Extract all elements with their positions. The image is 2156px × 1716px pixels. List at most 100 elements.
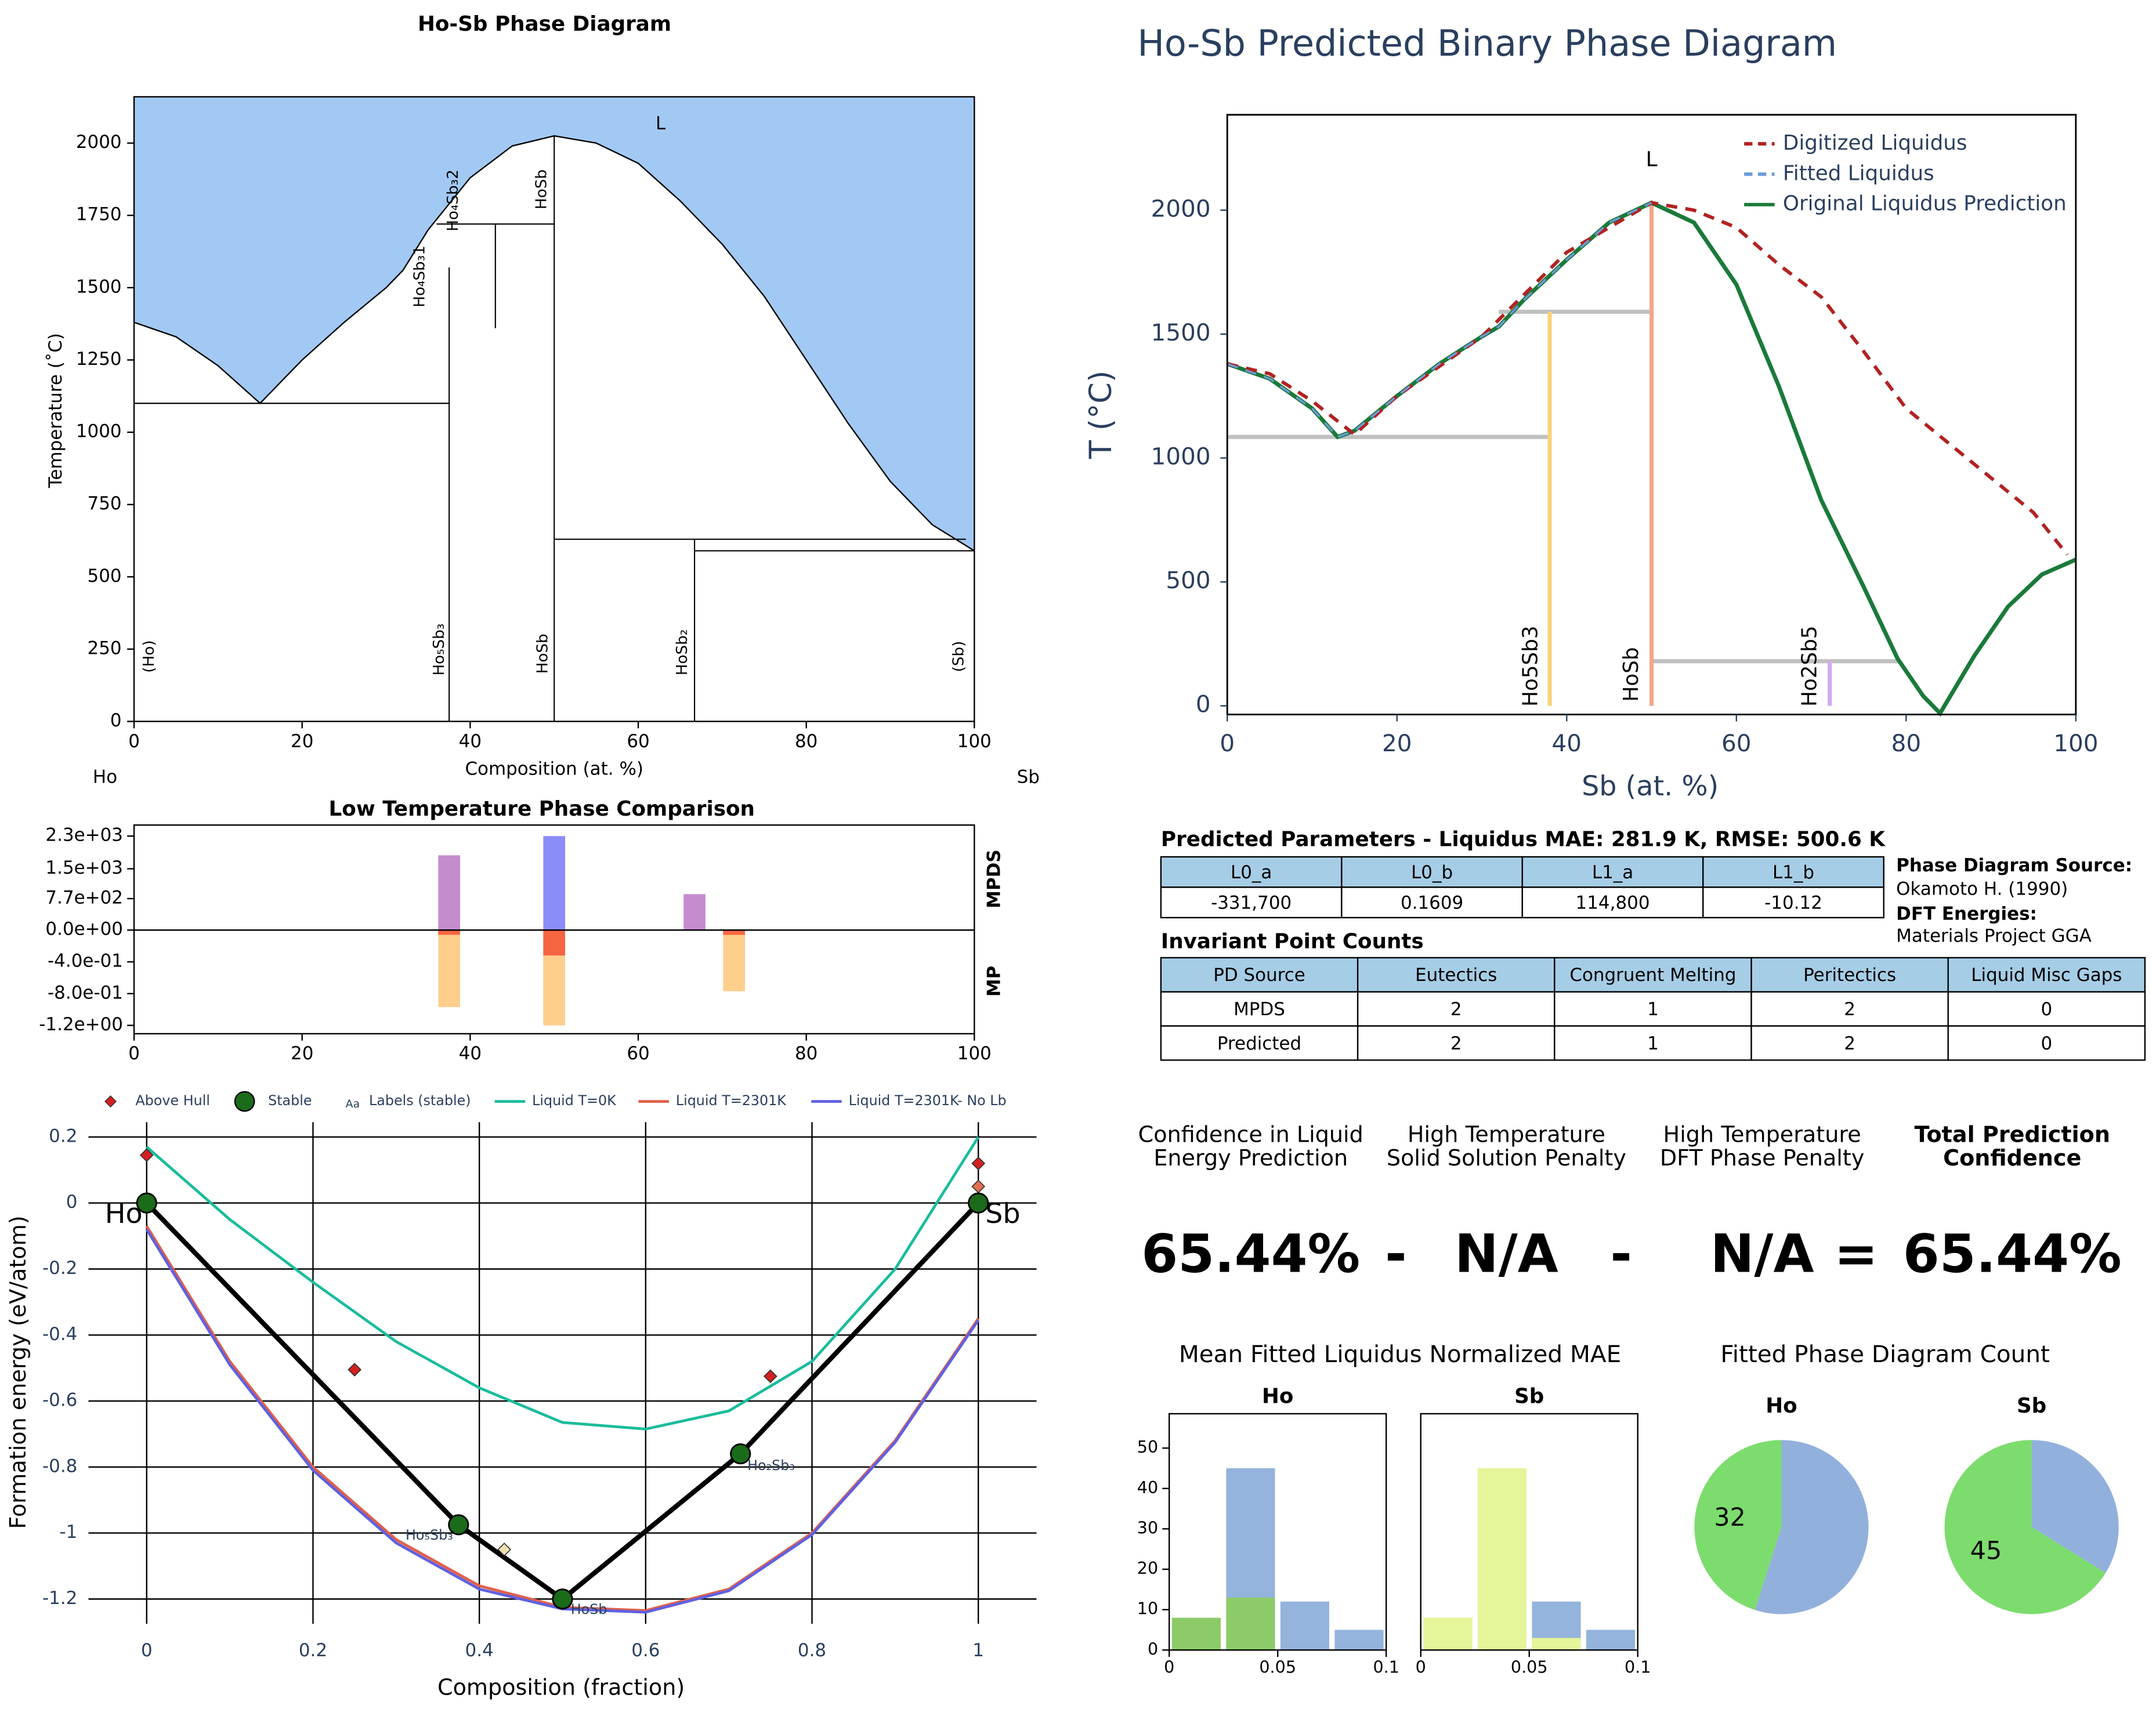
table-header-cell <box>1341 856 1524 888</box>
table-value: -10.12 <box>1764 892 1822 913</box>
table-title: Invariant Point Counts <box>1161 930 1424 954</box>
y-tick-label: 0 <box>110 710 122 731</box>
table-value: 1 <box>1647 999 1659 1020</box>
liquidus-line <box>1227 201 2069 556</box>
table-value: 0.1609 <box>1401 892 1463 913</box>
x-tick-label: 60 <box>627 731 649 752</box>
subplot-title: Ho <box>1262 1384 1293 1408</box>
hist-bar <box>1280 1601 1330 1650</box>
section-title: Fitted Phase Diagram Count <box>1720 1340 2049 1368</box>
legend-label: Liquid T=0K <box>532 1092 617 1109</box>
table-value: 2 <box>1844 999 1855 1020</box>
legend-swatch <box>234 1091 255 1112</box>
bar <box>438 855 460 931</box>
chart-title: Ho-Sb Phase Diagram <box>418 12 671 36</box>
table-value: MPDS <box>1233 999 1285 1020</box>
y-tick-label: 0 <box>1196 690 1211 718</box>
source-value: Okamoto H. (1990) <box>1896 879 2068 900</box>
subplot-title: Ho <box>1766 1394 1797 1418</box>
table-value: -331,700 <box>1211 892 1292 913</box>
y-tick-label: -8.0e-01 <box>48 982 123 1003</box>
table-header: Peritectics <box>1803 965 1896 986</box>
source-value: Materials Project GGA <box>1896 926 2092 947</box>
above-hull-point <box>763 1369 777 1384</box>
table-cell <box>1521 886 1704 919</box>
table-value: 2 <box>1450 999 1462 1020</box>
stable-label: Ho₂Sb₃ <box>747 1457 795 1474</box>
table-value: 0 <box>2041 1033 2052 1054</box>
above-hull-point <box>971 1156 986 1171</box>
confidence-value: N/A <box>1455 1224 1558 1285</box>
above-hull-point <box>971 1179 986 1194</box>
x-tick-label: 0.1 <box>1625 1657 1651 1677</box>
y-tick-label: 1500 <box>76 276 122 297</box>
y-tick-label: 0.0e+00 <box>45 919 123 940</box>
plot-frame <box>1420 1413 1638 1651</box>
table-header-cell <box>1750 957 1949 993</box>
x-tick-label: 100 <box>2053 729 2098 757</box>
confidence-label: Energy Prediction <box>1153 1145 1348 1171</box>
table-header-cell <box>1356 957 1555 993</box>
source-label: Phase Diagram Source: <box>1896 855 2132 876</box>
y-tick-label: 0.2 <box>49 1125 77 1146</box>
y-tick-label: -0.2 <box>42 1258 77 1279</box>
y-tick-label: -0.6 <box>42 1390 77 1411</box>
x-tick-label: 80 <box>795 1043 817 1064</box>
bar <box>438 930 460 1008</box>
pie-label: 45 <box>1970 1537 2002 1566</box>
stable-label: HoSb <box>571 1601 607 1617</box>
plot-frame <box>133 96 975 722</box>
liquidus-line <box>1227 201 1652 439</box>
legend-label: Liquid T=2301K <box>676 1092 787 1109</box>
plot-frame <box>1226 114 2077 716</box>
pie-label: 32 <box>1714 1503 1746 1532</box>
x-tick-label: 40 <box>459 1043 482 1064</box>
y-tick-label: -0.8 <box>42 1456 77 1476</box>
y-tick-label: 1000 <box>76 421 122 442</box>
x-tick-label: 0.2 <box>299 1640 327 1661</box>
x-tick-label: 80 <box>795 731 817 752</box>
table-cell <box>1554 1025 1752 1061</box>
x-tick-label: 40 <box>1552 729 1582 757</box>
table-value: 2 <box>1844 1033 1855 1054</box>
hist-bar <box>1226 1597 1275 1650</box>
x-axis-label: Sb (at. %) <box>1582 770 1719 802</box>
table-header-cell <box>1160 957 1359 993</box>
y-tick-label: 0 <box>66 1192 78 1212</box>
confidence-operator: - <box>1610 1224 1632 1285</box>
table-header: PD Source <box>1213 965 1305 986</box>
plot-frame <box>1169 1413 1387 1651</box>
legend-icon: Aa <box>346 1098 360 1110</box>
x-tick-label: 60 <box>1721 729 1752 757</box>
table-cell <box>1160 886 1343 919</box>
x-tick-label: 100 <box>957 1043 992 1064</box>
liquid-region <box>134 96 975 551</box>
stable-label: Sb <box>985 1198 1020 1230</box>
liquid-curve <box>145 1229 980 1614</box>
stable-point <box>730 1443 751 1465</box>
phase-label: HoSb <box>534 633 552 674</box>
y-tick-label: 40 <box>1137 1478 1158 1497</box>
x-tick-label: 1 <box>972 1640 984 1661</box>
y-tick-label: 2000 <box>76 132 122 153</box>
table-header: Congruent Melting <box>1569 965 1736 986</box>
phase-label: Ho₄Sb₃2 <box>444 169 462 231</box>
y-tick-label: 2000 <box>1151 194 1211 222</box>
table-cell <box>1160 1025 1359 1061</box>
legend-swatch <box>104 1095 117 1108</box>
axis-side-label: MPDS <box>984 849 1005 908</box>
phase-label: Ho5Sb3 <box>1518 626 1542 707</box>
table-header: L0_b <box>1411 862 1453 883</box>
y-tick-label: -1.2e+00 <box>39 1014 123 1035</box>
phase-label: HoSb <box>1619 647 1643 702</box>
pie-slice <box>1694 1440 1782 1610</box>
y-axis-label: T (°C) <box>1083 371 1119 459</box>
confidence-operator: = <box>1834 1224 1878 1285</box>
y-tick-label: 250 <box>88 638 122 658</box>
x-tick-label: 100 <box>957 731 992 752</box>
axis-side-label: MP <box>984 966 1005 997</box>
y-axis-label: Formation energy (eV/atom) <box>5 1215 31 1529</box>
x-tick-label: 0 <box>141 1640 153 1661</box>
